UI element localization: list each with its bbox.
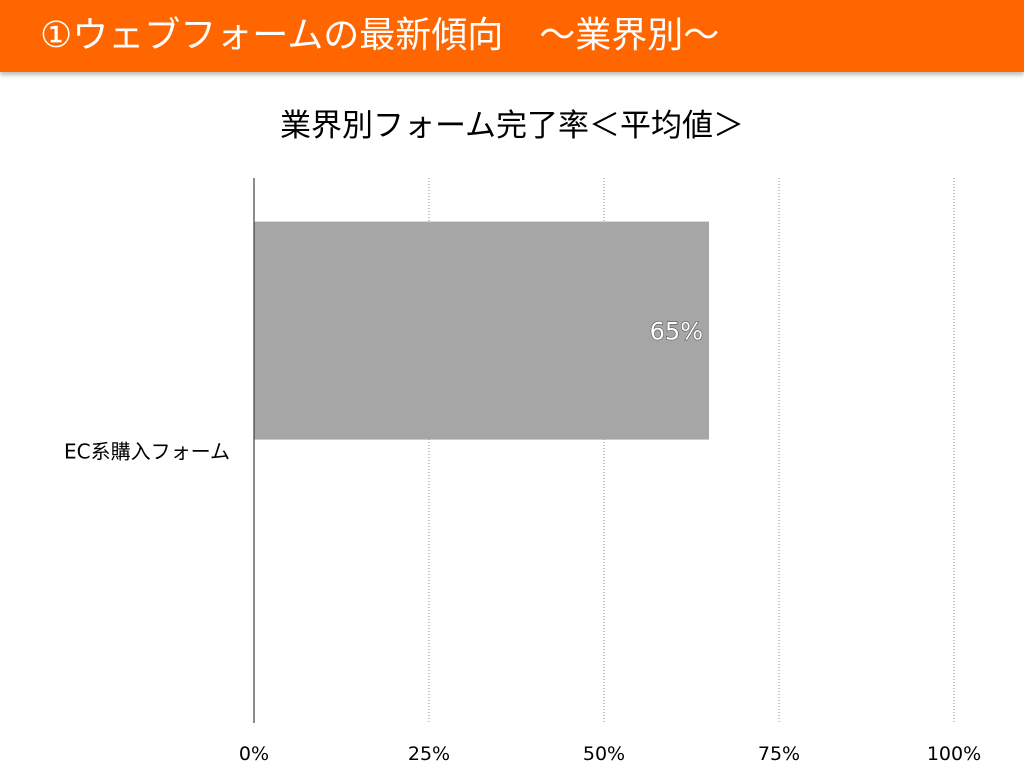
slide-title: ①ウェブフォームの最新傾向 ～業界別～	[40, 15, 720, 56]
slide-header: ①ウェブフォームの最新傾向 ～業界別～	[0, 0, 1024, 72]
x-tick-label: 100%	[927, 743, 981, 765]
x-tick-label: 25%	[408, 743, 450, 765]
chart-title: 業界別フォーム完了率＜平均値＞	[279, 108, 745, 144]
data-label: 65%	[650, 318, 703, 346]
x-tick-label: 0%	[239, 743, 269, 765]
bar	[254, 221, 709, 440]
category-label: EC系購入フォーム	[64, 440, 230, 464]
x-tick-label: 75%	[758, 743, 800, 765]
x-tick-label: 50%	[583, 743, 625, 765]
